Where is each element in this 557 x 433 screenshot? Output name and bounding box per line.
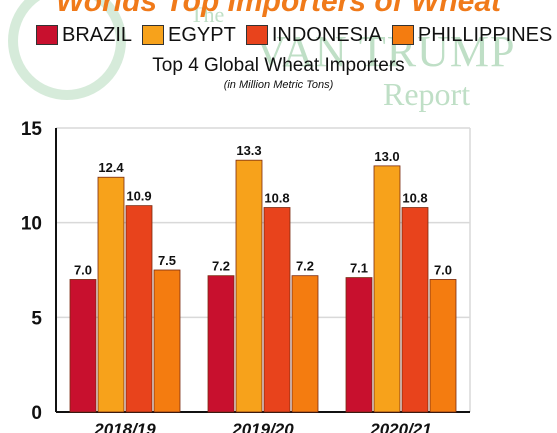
y-tick-label: 5 xyxy=(31,308,42,329)
legend-swatch xyxy=(142,25,165,45)
data-label: 7.0 xyxy=(434,262,452,277)
legend-item-indonesia: INDONESIA xyxy=(245,23,382,47)
data-label: 13.3 xyxy=(236,143,261,158)
bar-egypt-2018-19 xyxy=(97,176,125,413)
bar-brazil-2018-19 xyxy=(69,279,97,413)
chart-subtitle: (in Million Metric Tons) xyxy=(223,79,334,91)
legend-swatch xyxy=(36,25,58,45)
data-label: 7.2 xyxy=(296,259,314,274)
x-tick-label: 2018/19 xyxy=(93,420,156,433)
data-label: 7.5 xyxy=(158,253,176,268)
y-tick-label: 15 xyxy=(21,119,43,140)
data-label: 7.1 xyxy=(350,261,368,276)
legend-swatch xyxy=(391,25,414,45)
watermark-brand: VAN TRUMP xyxy=(255,27,516,76)
legend-label: INDONESIA xyxy=(271,23,382,46)
data-label: 10.8 xyxy=(402,191,427,206)
data-label: 10.8 xyxy=(264,191,289,206)
x-tick-label: 2020/21 xyxy=(369,420,431,433)
data-label: 7.0 xyxy=(74,262,92,277)
bar-brazil-2019-20 xyxy=(207,275,235,413)
bar-brazil-2020-21 xyxy=(345,277,373,413)
bar-egypt-2020-21 xyxy=(373,165,401,413)
y-tick-label: 10 xyxy=(21,214,42,235)
legend-item-phillippines: PHILLIPPINES xyxy=(391,23,553,47)
legend-item-egypt: EGYPT xyxy=(142,24,236,47)
chart-legend: BRAZIL EGYPT INDONESIA PHILLIPPINES xyxy=(36,22,552,48)
watermark-globe-icon xyxy=(8,0,126,100)
watermark-report: Report xyxy=(383,76,471,112)
legend-swatch xyxy=(245,25,268,45)
watermark-the: The xyxy=(190,2,225,27)
bar-egypt-2019-20 xyxy=(235,159,263,413)
banner-title: Worlds Top Importers of Wheat xyxy=(55,0,501,18)
legend-label: PHILLIPPINES xyxy=(417,23,553,46)
y-tick-label: 0 xyxy=(31,403,42,424)
bar-indonesia-2020-21 xyxy=(401,207,429,413)
bar-indonesia-2019-20 xyxy=(263,207,291,413)
bar-phillippines-2020-21 xyxy=(429,279,457,413)
data-label: 7.2 xyxy=(212,259,230,274)
bar-indonesia-2018-19 xyxy=(125,205,153,413)
legend-item-brazil: BRAZIL xyxy=(36,24,132,47)
x-tick-label: 2019/20 xyxy=(231,420,294,433)
data-label: 13.0 xyxy=(374,149,399,164)
bar-phillippines-2018-19 xyxy=(153,269,181,413)
chart-title: Top 4 Global Wheat Importers xyxy=(152,55,405,76)
legend-label: EGYPT xyxy=(168,23,236,46)
data-label: 10.9 xyxy=(126,189,151,204)
data-label: 12.4 xyxy=(98,160,124,175)
legend-label: BRAZIL xyxy=(62,23,133,46)
bar-phillippines-2019-20 xyxy=(291,275,319,413)
